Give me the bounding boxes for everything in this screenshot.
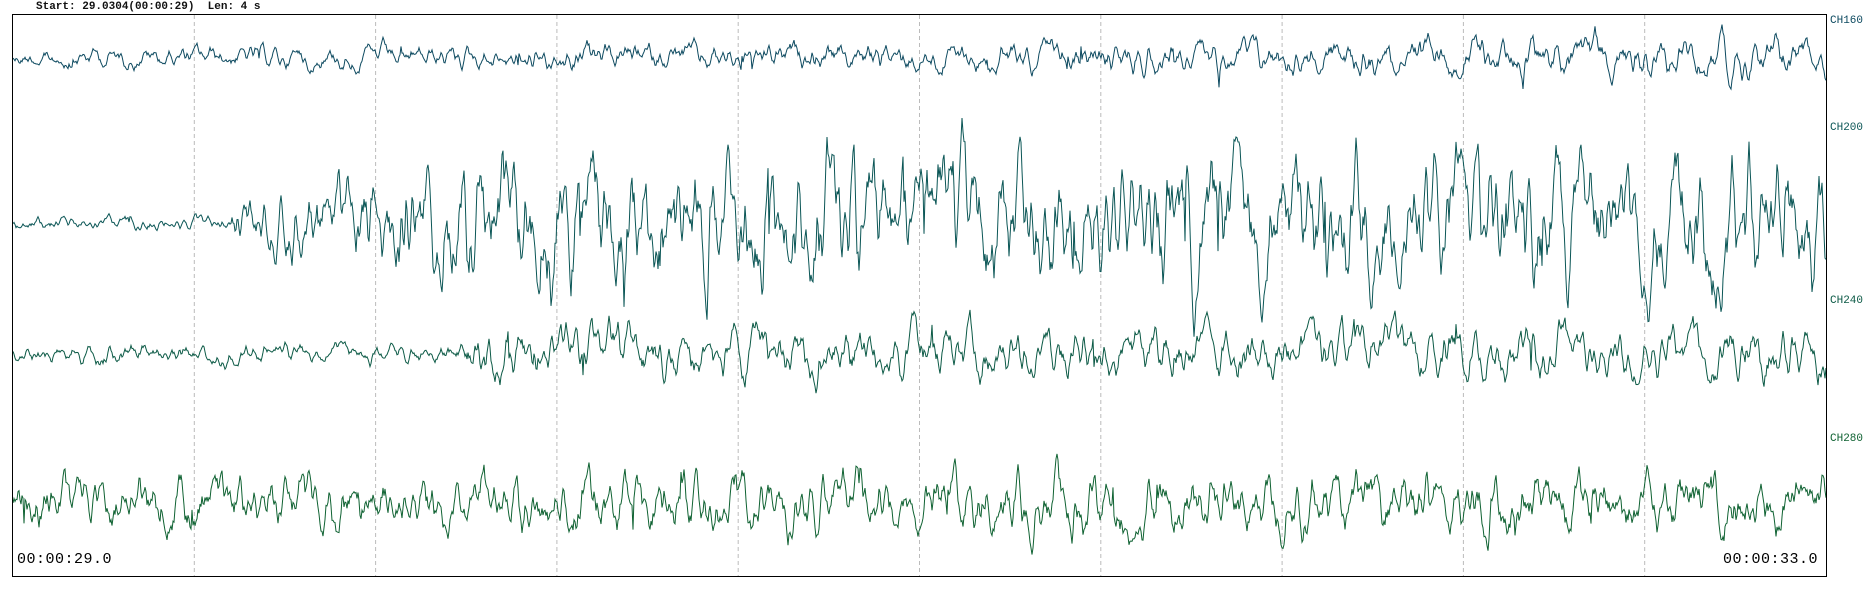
len-value: 4 s: [240, 1, 261, 13]
channel-label-ch280: CH280: [1830, 433, 1864, 445]
time-start-label: 00:00:29.0: [17, 551, 113, 568]
waveform-canvas: [13, 15, 1826, 576]
eeg-plot-area[interactable]: 00:00:29.0 00:00:33.0: [12, 14, 1827, 577]
start-label: Start:: [36, 1, 76, 13]
start-value: 29.0304(00:00:29): [82, 1, 195, 13]
waveform-ch240: [13, 309, 1826, 394]
waveform-ch200: [13, 117, 1826, 337]
time-end-label: 00:00:33.0: [1722, 551, 1818, 568]
len-label: Len:: [207, 1, 235, 13]
waveform-ch160: [13, 24, 1826, 91]
channel-label-ch240: CH240: [1830, 295, 1864, 307]
waveform-ch280: [13, 453, 1826, 555]
channel-label-ch160: CH160: [1830, 15, 1864, 27]
recording-info: Start: 29.0304(00:00:29) Len: 4 s: [36, 1, 260, 13]
channel-label-ch200: CH200: [1830, 122, 1864, 134]
